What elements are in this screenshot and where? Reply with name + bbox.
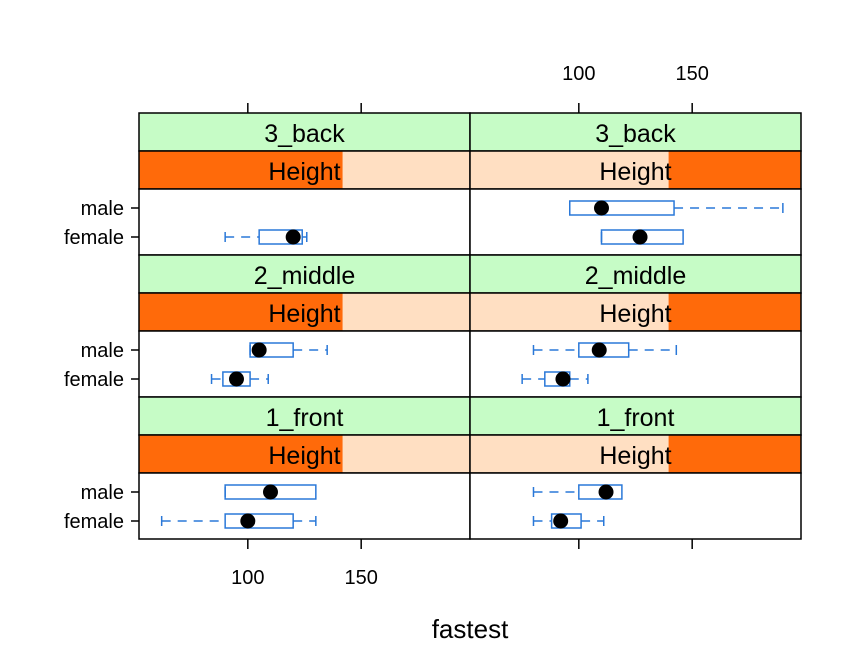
- box-female: [600, 229, 684, 245]
- strip-label: 2_middle: [585, 262, 686, 290]
- box-female: [532, 513, 605, 529]
- panel-1_front-col2: 1_front Height: [469, 396, 802, 540]
- shingle-fill: [668, 293, 801, 331]
- shingle-fill: [668, 151, 801, 189]
- strip-background: [469, 396, 802, 436]
- panel-2_middle-col2: 2_middle Height: [469, 254, 802, 398]
- box-female: [224, 229, 308, 245]
- median-dot: [251, 342, 267, 358]
- shingle-fill: [139, 293, 343, 331]
- panel-3_back-col2: 3_back Height: [469, 112, 802, 256]
- strip-label: 3_back: [264, 120, 345, 148]
- shingle-label: Height: [599, 158, 671, 186]
- strip-background: [138, 112, 471, 152]
- iqr-box: [249, 342, 294, 358]
- box-male: [569, 200, 784, 216]
- y-label-male: male: [81, 340, 124, 362]
- box-female: [160, 513, 317, 529]
- y-label-female: female: [64, 511, 124, 533]
- strip-label: 3_back: [595, 120, 676, 148]
- box-male: [532, 342, 678, 358]
- iqr-box: [550, 513, 582, 529]
- strip-label: 1_front: [597, 404, 675, 432]
- strip-label: 1_front: [266, 404, 344, 432]
- box-female: [210, 371, 269, 387]
- median-dot: [593, 200, 609, 216]
- axes-layer: male female male female male female 100 100 150 1…: [64, 63, 709, 589]
- box-male: [224, 484, 317, 500]
- x-tick-label-bottom: 100: [231, 567, 264, 589]
- plot-area: [138, 330, 471, 398]
- plot-area: [469, 188, 802, 256]
- x-axis-label: fastest: [432, 614, 509, 644]
- shingle-fill: [139, 435, 343, 473]
- box-female: [521, 371, 589, 387]
- x-tick-label-bottom: 150: [344, 567, 377, 589]
- strip-label: 2_middle: [254, 262, 355, 290]
- plot-area: [138, 472, 471, 540]
- shingle-label: Height: [599, 442, 671, 470]
- median-dot: [285, 229, 301, 245]
- x-tick-label-top: 150: [675, 63, 708, 85]
- plot-area: [469, 472, 802, 540]
- median-dot: [240, 513, 256, 529]
- median-dot: [591, 342, 607, 358]
- iqr-box: [578, 484, 623, 500]
- y-label-female: female: [64, 227, 124, 249]
- box-male: [249, 342, 328, 358]
- iqr-box: [578, 342, 630, 358]
- strip-background: [469, 112, 802, 152]
- median-dot: [632, 229, 648, 245]
- iqr-box: [258, 229, 303, 245]
- panel-2_middle-col1: 2_middle Height: [138, 254, 471, 398]
- shingle-label: Height: [268, 442, 340, 470]
- shingle-label: Height: [268, 300, 340, 328]
- median-dot: [228, 371, 244, 387]
- iqr-box: [224, 513, 294, 529]
- y-label-male: male: [81, 482, 124, 504]
- panels-layer: 3_backHeight3_backHeight2_middleHeight2_…: [138, 112, 802, 540]
- box-male: [532, 484, 623, 500]
- shingle-fill: [139, 151, 343, 189]
- plot-area: [138, 188, 471, 256]
- plot-area: [469, 330, 802, 398]
- strip-background: [138, 396, 471, 436]
- median-dot: [598, 484, 614, 500]
- iqr-box: [569, 200, 675, 216]
- y-label-male: male: [81, 198, 124, 220]
- x-tick-label-top: 100: [562, 63, 595, 85]
- shingle-label: Height: [268, 158, 340, 186]
- panel-3_back-col1: 3_back Height: [138, 112, 471, 256]
- y-label-female: female: [64, 369, 124, 391]
- median-dot: [262, 484, 278, 500]
- median-dot: [555, 371, 571, 387]
- panel-1_front-col1: 1_front Height: [138, 396, 471, 540]
- shingle-label: Height: [599, 300, 671, 328]
- shingle-fill: [668, 435, 801, 473]
- median-dot: [553, 513, 569, 529]
